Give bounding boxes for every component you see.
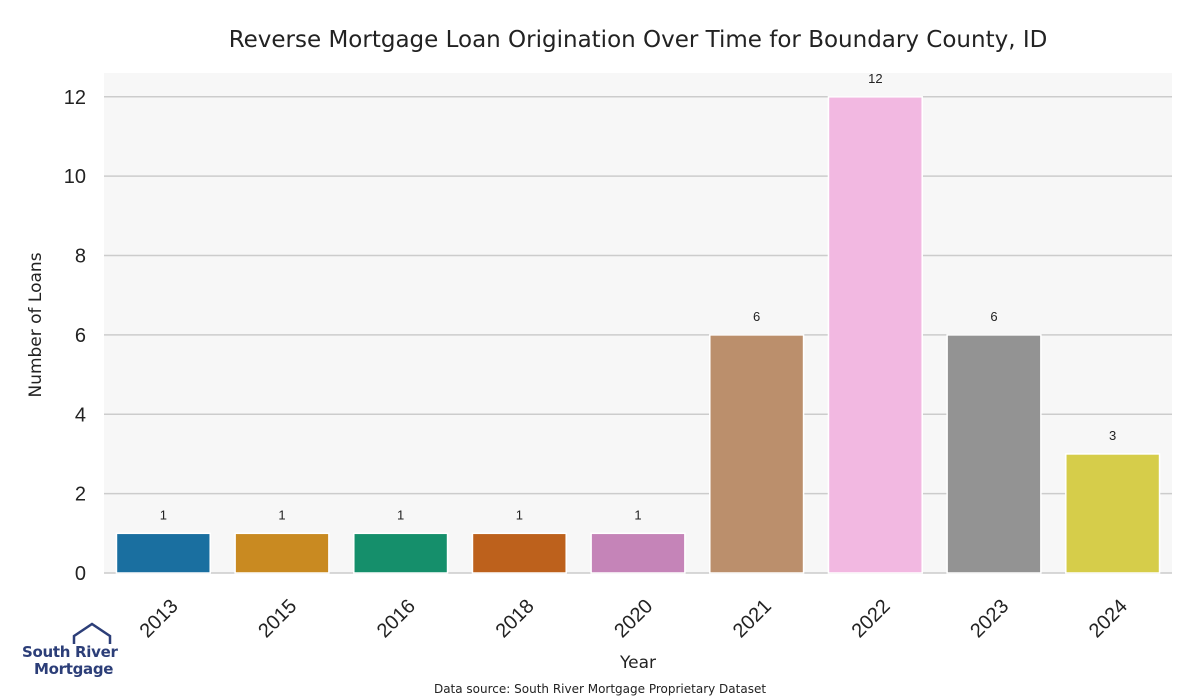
x-tick-label: 2015: [254, 595, 301, 642]
company-logo: South River Mortgage: [18, 622, 118, 682]
bars: [115, 96, 1161, 574]
bar-value-label: 1: [278, 507, 285, 522]
x-tick-label: 2013: [136, 595, 183, 642]
bar-value-label: 6: [753, 309, 760, 324]
x-tick-label: 2020: [610, 595, 657, 642]
y-tick-label: 4: [75, 404, 86, 426]
y-tick-label: 0: [75, 563, 86, 585]
x-tick-label: 2022: [848, 595, 895, 642]
bar-data-labels: 1 1 1 1 1 6 12 6 3: [160, 71, 1117, 523]
data-source-note: Data source: South River Mortgage Propri…: [434, 682, 766, 696]
bar-2022: [827, 96, 923, 574]
bar-2024: [1065, 453, 1161, 574]
y-tick-label: 2: [75, 484, 86, 506]
x-tick-label: 2018: [492, 595, 539, 642]
x-tick-label: 2021: [729, 595, 776, 642]
bar-2021: [709, 334, 805, 574]
bar-value-label: 1: [397, 507, 404, 522]
x-axis-ticks: 2013 2015 2016 2018 2020 2021 2022 2023 2024: [136, 595, 1132, 642]
house-icon: [72, 622, 112, 644]
y-axis-label: Number of Loans: [26, 252, 46, 397]
bar-2018: [471, 532, 567, 574]
bar-value-label: 3: [1109, 428, 1116, 443]
bar-value-label: 1: [634, 507, 641, 522]
logo-text-line1: South River: [22, 643, 118, 661]
x-tick-label: 2023: [966, 595, 1013, 642]
bar-value-label: 12: [868, 71, 882, 86]
bar-value-label: 6: [990, 309, 997, 324]
bar-2020: [590, 532, 686, 574]
bar-2023: [946, 334, 1042, 574]
chart-title: Reverse Mortgage Loan Origination Over T…: [229, 27, 1048, 53]
bar-2013: [115, 532, 211, 574]
bar-2015: [234, 532, 330, 574]
y-tick-label: 6: [75, 325, 86, 347]
logo-text-line2: Mortgage: [34, 660, 114, 678]
x-axis-label: Year: [619, 653, 656, 673]
bar-value-label: 1: [516, 507, 523, 522]
bar-2016: [353, 532, 449, 574]
y-tick-label: 8: [75, 246, 86, 268]
x-tick-label: 2024: [1085, 595, 1132, 642]
x-tick-label: 2016: [373, 595, 420, 642]
y-tick-label: 12: [64, 87, 86, 109]
y-axis-ticks: 0 2 4 6 8 10 12: [64, 87, 86, 585]
y-tick-label: 10: [64, 166, 86, 188]
bar-value-label: 1: [160, 507, 167, 522]
